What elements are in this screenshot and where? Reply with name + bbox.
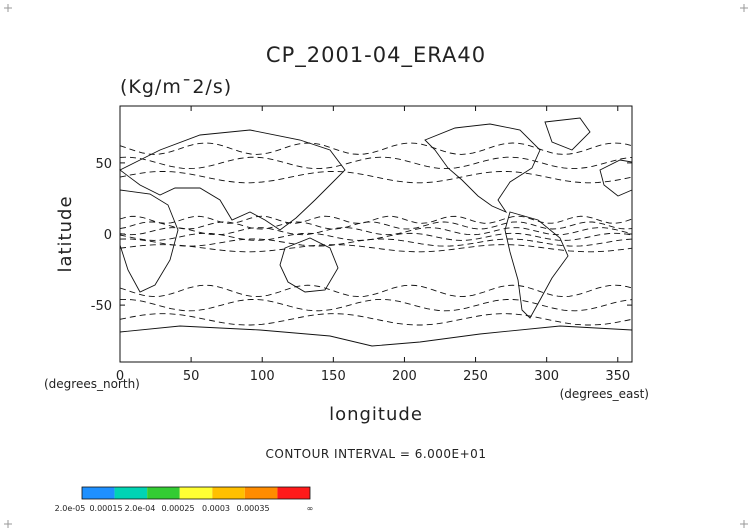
x-tick-label: 0 — [116, 369, 124, 384]
contour-line — [119, 156, 633, 170]
x-tick-label: 100 — [250, 369, 275, 384]
colorbar-label: 0.00035 — [236, 504, 269, 513]
chart-title: CP_2001-04_ERA40 — [266, 43, 486, 68]
contour-line — [119, 298, 633, 312]
contour-line — [119, 171, 633, 184]
y-tick-label: 50 — [95, 157, 112, 172]
contour-line — [119, 284, 633, 298]
x-tick-label: 250 — [463, 369, 488, 384]
colorbar-segment — [244, 487, 278, 499]
colorbar-segment — [179, 487, 213, 499]
contour-line — [119, 313, 633, 326]
colorbar-segment — [147, 487, 180, 499]
units-label: (Kg/m¯2/s) — [120, 76, 232, 98]
contour-interval-text: CONTOUR INTERVAL = 6.000E+01 — [266, 447, 487, 461]
colorbar-label: 0.0003 — [202, 504, 230, 513]
y-tick-label: 0 — [104, 228, 112, 243]
contour-line — [119, 232, 633, 241]
contour-lines — [119, 142, 633, 326]
x-axis: 0 50 100 150 200 250 300 350 — [116, 106, 630, 384]
crop-marks — [4, 4, 748, 528]
x-tick-label: 50 — [183, 369, 200, 384]
contour-line — [119, 215, 633, 224]
x-unit-note: (degrees_east) — [560, 387, 649, 401]
contour-line — [119, 227, 633, 236]
y-axis: -50 0 50 — [91, 157, 632, 314]
colorbar: 2.0e-05 0.00015 2.0e-04 0.00025 0.0003 0.0003… — [55, 486, 314, 513]
x-tick-label: 350 — [605, 369, 630, 384]
contour-line — [119, 221, 633, 230]
x-tick-label: 150 — [321, 369, 346, 384]
colorbar-frame — [81, 486, 311, 500]
colorbar-label: 2.0e-04 — [125, 504, 156, 513]
colorbar-label: 0.00025 — [161, 504, 194, 513]
colorbar-label: 2.0e-05 — [55, 504, 86, 513]
colorbar-segment — [114, 487, 148, 499]
y-unit-note: (degrees_north) — [44, 377, 140, 391]
land-outlines — [119, 117, 633, 347]
contour-line — [119, 142, 633, 155]
contour-line — [119, 238, 633, 247]
colorbar-label: ∞ — [307, 504, 314, 513]
colorbar-label: 0.00015 — [89, 504, 122, 513]
x-axis-label: longitude — [329, 404, 423, 425]
x-tick-label: 300 — [534, 369, 559, 384]
y-tick-label: -50 — [91, 299, 112, 314]
contour-line — [119, 244, 633, 253]
colorbar-segment — [82, 487, 115, 499]
y-axis-label: latitude — [55, 195, 76, 272]
colorbar-segment — [212, 487, 245, 499]
x-tick-label: 200 — [392, 369, 417, 384]
colorbar-segment — [277, 487, 310, 499]
